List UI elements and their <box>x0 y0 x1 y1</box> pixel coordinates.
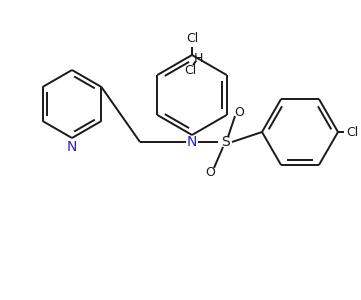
Text: Cl: Cl <box>186 32 198 45</box>
Text: N: N <box>67 140 77 154</box>
Text: O: O <box>234 106 244 118</box>
Text: H: H <box>193 52 203 64</box>
Text: S: S <box>221 135 229 149</box>
Text: N: N <box>187 135 197 149</box>
Text: O: O <box>205 166 215 178</box>
Text: Cl: Cl <box>346 125 358 139</box>
Text: Cl: Cl <box>184 64 196 76</box>
